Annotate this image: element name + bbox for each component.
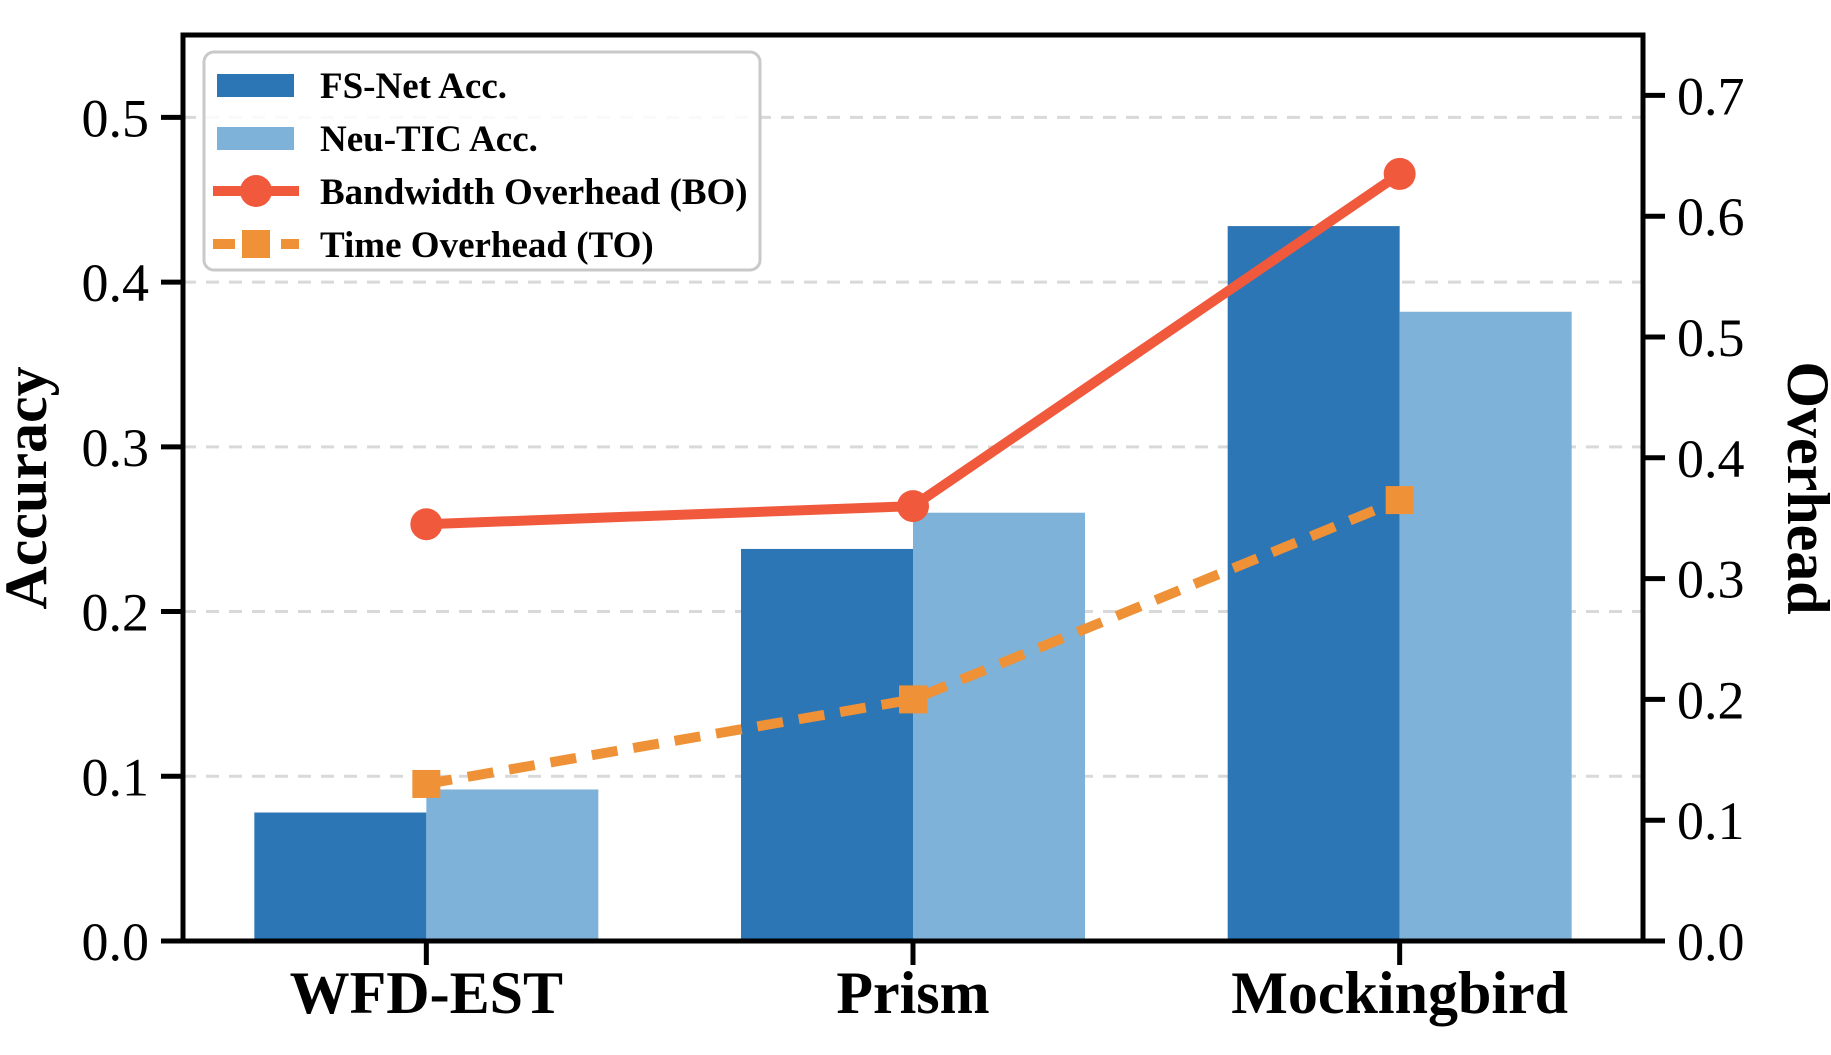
right-tick-label: 0.7 xyxy=(1677,66,1745,126)
line-path xyxy=(425,495,1402,789)
square-marker xyxy=(899,685,927,714)
right-axis: 0.0 0.1 0.2 0.3 0.4 0.5 0.6 0.7 xyxy=(1645,66,1745,972)
bar xyxy=(1227,226,1400,942)
left-tick-label: 0.5 xyxy=(82,88,150,148)
x-axis: WFD-EST Prism Mockingbird xyxy=(290,943,1568,1026)
right-tick-label: 0.5 xyxy=(1677,308,1745,368)
left-tick-label: 0.3 xyxy=(82,418,150,478)
legend-entry: FS-Net Acc. xyxy=(217,66,507,107)
left-tick-label: 0.1 xyxy=(82,747,150,807)
legend-label: Neu-TIC Acc. xyxy=(320,119,538,160)
right-tick-label: 0.4 xyxy=(1677,429,1745,489)
bandwidth-overhead-line xyxy=(410,157,1416,541)
left-tick-label: 0.0 xyxy=(82,912,150,972)
legend-circle-marker xyxy=(240,175,272,207)
bar-series-fs-net xyxy=(254,226,1400,942)
circle-marker xyxy=(897,490,929,523)
right-tick-label: 0.3 xyxy=(1677,550,1745,610)
legend-entry: Bandwidth Overhead (BO) xyxy=(213,172,748,213)
bar xyxy=(1399,311,1572,941)
circle-marker xyxy=(410,508,443,541)
bar xyxy=(913,512,1085,941)
legend-entry: Time Overhead (TO) xyxy=(213,225,654,266)
right-tick-label: 0.2 xyxy=(1677,670,1745,730)
category-label: Prism xyxy=(836,960,989,1026)
square-marker xyxy=(412,769,441,798)
legend-label: Time Overhead (TO) xyxy=(320,225,654,266)
legend-bar-swatch xyxy=(217,127,294,150)
legend-box xyxy=(202,50,762,272)
legend-bar-swatch xyxy=(217,74,294,97)
right-tick-label: 0.6 xyxy=(1677,187,1745,247)
left-tick-label: 0.2 xyxy=(82,583,150,643)
time-overhead-line xyxy=(412,486,1414,798)
right-tick-label: 0.1 xyxy=(1677,791,1745,851)
right-tick-label: 0.0 xyxy=(1677,912,1745,972)
plot-border xyxy=(180,32,1646,944)
bar xyxy=(254,812,427,941)
bar xyxy=(741,548,913,941)
legend-entry: Neu-TIC Acc. xyxy=(217,119,538,160)
legend-square-marker xyxy=(242,230,270,258)
bar xyxy=(426,789,599,941)
right-axis-title: Overhead xyxy=(1775,361,1831,614)
legend-label: FS-Net Acc. xyxy=(320,66,507,107)
square-marker xyxy=(1385,486,1414,515)
left-tick-label: 0.4 xyxy=(82,253,150,313)
category-label: WFD-EST xyxy=(290,960,563,1026)
legend-label: Bandwidth Overhead (BO) xyxy=(320,172,748,213)
circle-marker xyxy=(1383,157,1416,190)
bar-series-neu-tic xyxy=(426,311,1572,941)
category-label: Mockingbird xyxy=(1231,960,1568,1026)
legend: FS-Net Acc. Neu-TIC Acc. Bandwidth Overhea… xyxy=(202,50,762,272)
left-axis: 0.0 0.1 0.2 0.3 0.4 0.5 xyxy=(82,88,181,972)
left-axis-title: Accuracy xyxy=(0,366,59,609)
